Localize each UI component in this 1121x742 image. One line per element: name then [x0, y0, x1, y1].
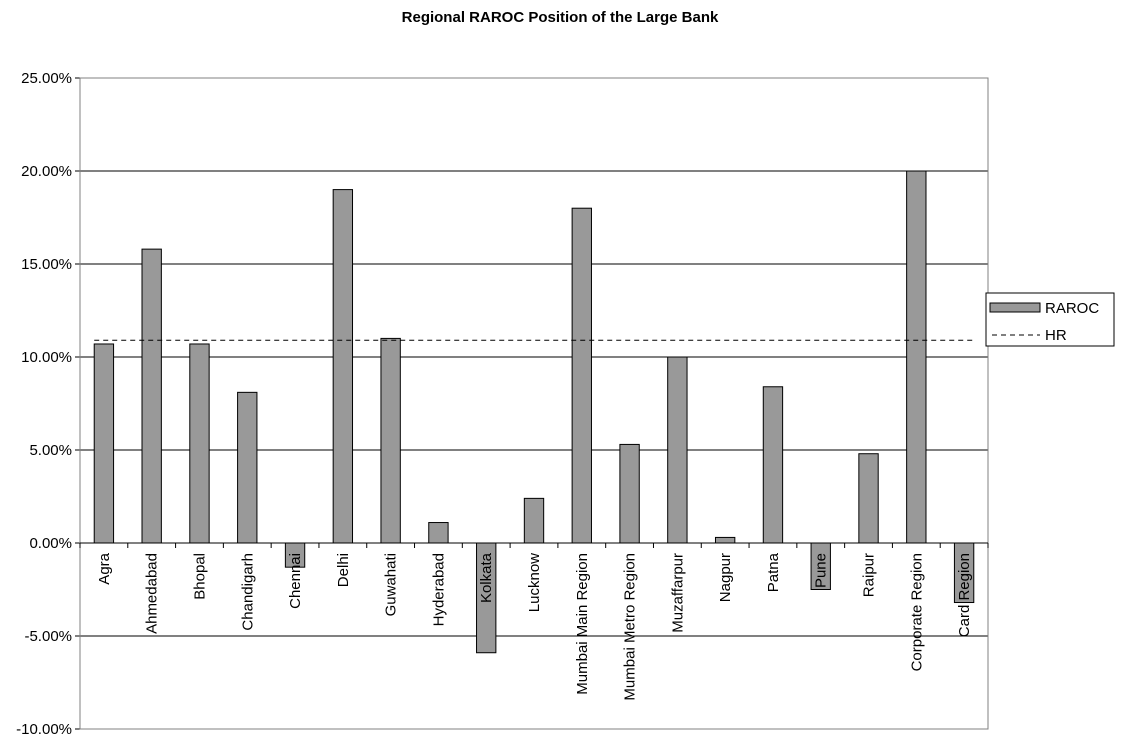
bar-agra [93, 343, 115, 544]
category-label: Delhi [335, 553, 352, 587]
category-label: Corporate Region [908, 553, 925, 671]
category-label: Pune [813, 553, 830, 588]
legend: RAROC HR [985, 292, 1115, 347]
category-label: Guwahati [383, 553, 400, 616]
legend-raroc-label: RAROC [1045, 300, 1099, 317]
category-label: Patna [765, 552, 782, 592]
bars [93, 170, 975, 654]
category-label: Mumbai Main Region [574, 553, 591, 695]
y-tick-label: 20.00% [21, 163, 72, 180]
category-label: Agra [96, 552, 113, 584]
bar-nagpur [714, 536, 736, 544]
y-axis-ticks: -10.00% -5.00% 0.00% 5.00% 10.00% 15.00% 20.00… [16, 70, 80, 738]
bar-hyderabad [428, 522, 449, 544]
bar-raipur [858, 453, 879, 544]
y-tick-label: 5.00% [29, 442, 72, 459]
category-label: Chennai [287, 553, 304, 609]
category-label: Hyderabad [430, 553, 447, 626]
y-tick-label: 25.00% [21, 70, 72, 87]
category-label: Raipur [861, 553, 878, 597]
bar-delhi [332, 189, 354, 544]
bar-muzaffarpur [667, 356, 688, 544]
y-tick-label: 15.00% [21, 256, 72, 273]
legend-box [985, 292, 1115, 347]
category-label: Bhopal [191, 553, 208, 600]
gridlines [80, 77, 988, 730]
y-tick-label: -10.00% [16, 721, 72, 738]
y-tick-label: 0.00% [29, 535, 72, 552]
bar-patna [762, 386, 784, 544]
category-label: Mumbai Metro Region [622, 553, 639, 701]
bar-mumbai-metro-region [619, 443, 640, 544]
category-label: Card Region [956, 553, 973, 637]
y-tick-label: 10.00% [21, 349, 72, 366]
plot-area-border [79, 77, 989, 730]
category-label: Chandigarh [239, 553, 256, 631]
bar-corporate-region [906, 170, 927, 544]
category-label: Muzaffarpur [669, 553, 686, 633]
legend-hr-label: HR [1045, 327, 1067, 344]
y-tick-label: -5.00% [24, 628, 72, 645]
category-labels: Agra Ahmedabad Bhopal Chandigarh Chennai Delh… [79, 543, 989, 701]
bar-mumbai-main-region [571, 207, 592, 544]
category-label: Kolkata [478, 552, 495, 603]
bar-ahmedabad [141, 248, 162, 544]
bar-bhopal [189, 343, 210, 544]
chart-title: Regional RAROC Position of the Large Ban… [402, 9, 719, 26]
legend-raroc-swatch [989, 302, 1041, 313]
category-label: Ahmedabad [144, 553, 161, 634]
category-label: Lucknow [526, 553, 543, 612]
category-label: Nagpur [717, 553, 734, 602]
bar-guwahati [380, 337, 401, 544]
bar-chandigarh [237, 391, 258, 544]
bar-lucknow [523, 497, 545, 544]
